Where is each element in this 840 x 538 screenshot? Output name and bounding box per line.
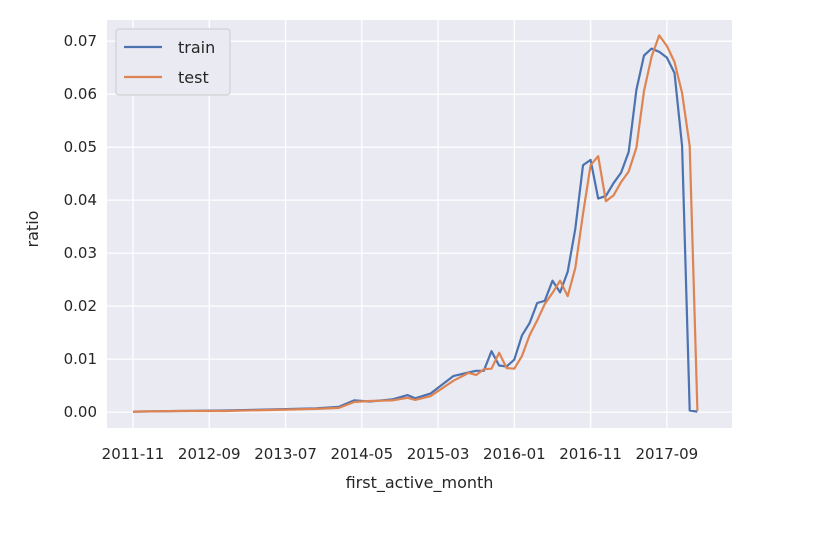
series-lines <box>132 34 699 413</box>
y-tick-label: 0.03 <box>64 244 97 262</box>
y-tick-labels: 0.00 0.01 0.02 0.03 0.04 0.05 0.06 0.07 <box>64 32 97 421</box>
y-tick-label: 0.02 <box>64 297 97 315</box>
x-tick-label: 2012-09 <box>178 445 241 463</box>
x-tick-label: 2016-11 <box>559 445 622 463</box>
y-tick-label: 0.00 <box>64 403 97 421</box>
x-tick-label: 2011-11 <box>102 445 165 463</box>
legend-label-test: test <box>178 68 209 87</box>
legend-label-train: train <box>178 38 215 57</box>
x-tick-label: 2017-09 <box>636 445 699 463</box>
x-axis-label: first_active_month <box>346 473 494 493</box>
x-tick-label: 2013-07 <box>254 445 317 463</box>
y-tick-label: 0.07 <box>64 32 97 50</box>
y-tick-label: 0.04 <box>64 191 97 209</box>
y-tick-label: 0.06 <box>64 85 97 103</box>
y-axis-label: ratio <box>23 211 42 248</box>
series-line-test <box>132 34 699 413</box>
x-tick-label: 2016-01 <box>483 445 546 463</box>
legend-box <box>115 28 231 96</box>
y-tick-label: 0.01 <box>64 350 97 368</box>
x-tick-label: 2014-05 <box>330 445 393 463</box>
legend: train test <box>115 28 231 96</box>
x-tick-label: 2015-03 <box>407 445 470 463</box>
y-tick-label: 0.05 <box>64 138 97 156</box>
x-tick-labels: 2011-11 2012-09 2013-07 2014-05 2015-03 2016-… <box>102 445 699 463</box>
